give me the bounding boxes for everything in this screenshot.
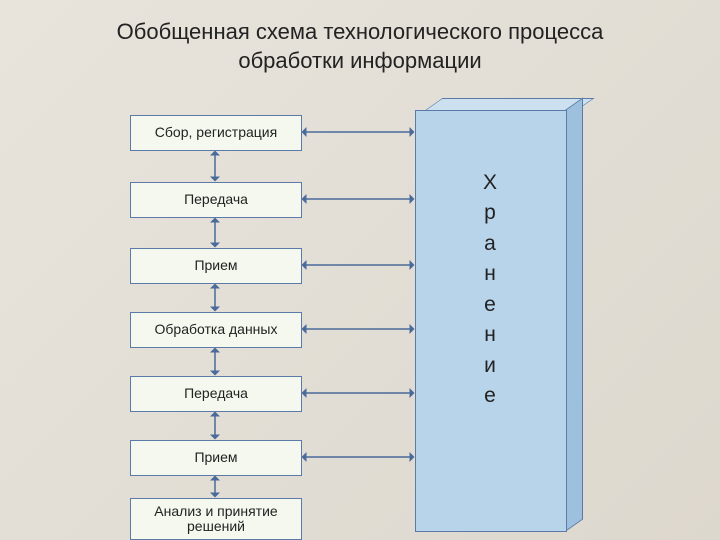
process-node-n1: Сбор, регистрация bbox=[130, 115, 302, 151]
storage-label-char: н bbox=[415, 259, 565, 289]
storage-label-char: н bbox=[415, 320, 565, 350]
process-node-n6: Прием bbox=[130, 440, 302, 476]
page-title: Обобщенная схема технологического процес… bbox=[0, 0, 720, 75]
storage-label-char: и bbox=[415, 351, 565, 381]
flowchart-diagram: Хранение Сбор, регистрацияПередачаПриемО… bbox=[0, 90, 720, 530]
process-node-n5: Передача bbox=[130, 376, 302, 412]
storage-label-char: Х bbox=[415, 168, 565, 198]
storage-label-char: р bbox=[415, 198, 565, 228]
storage-label-char: е bbox=[415, 381, 565, 411]
connector-layer bbox=[0, 90, 720, 530]
storage-label: Хранение bbox=[415, 168, 565, 412]
process-node-n4: Обработка данных bbox=[130, 312, 302, 348]
title-line-1: Обобщенная схема технологического процес… bbox=[117, 19, 604, 44]
storage-side-face bbox=[565, 97, 583, 532]
storage-label-char: а bbox=[415, 229, 565, 259]
title-line-2: обработки информации bbox=[238, 48, 481, 73]
process-node-n3: Прием bbox=[130, 248, 302, 284]
storage-label-char: е bbox=[415, 290, 565, 320]
process-node-n7: Анализ и принятие решений bbox=[130, 498, 302, 540]
process-node-n2: Передача bbox=[130, 182, 302, 218]
